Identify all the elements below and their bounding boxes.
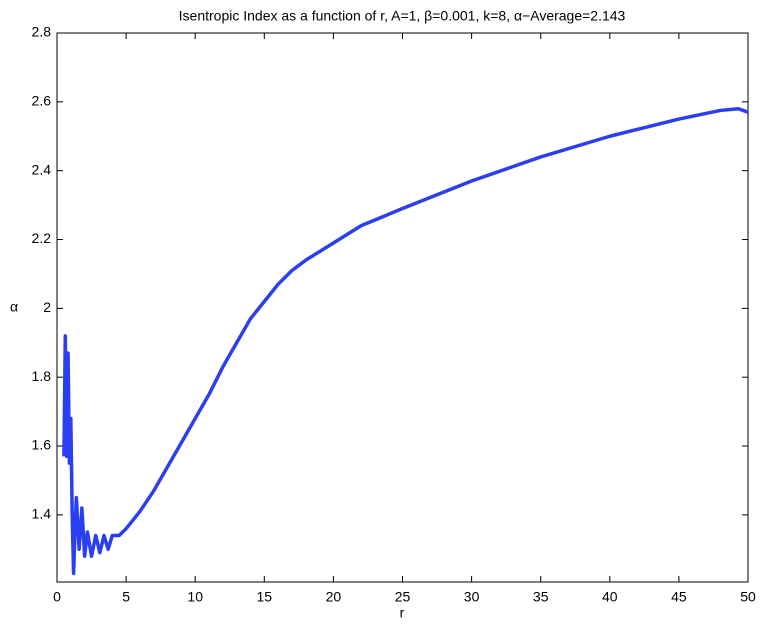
x-tick-label: 40 bbox=[602, 589, 618, 605]
chart-title: Isentropic Index as a function of r, A=1… bbox=[179, 8, 626, 24]
y-axis-label: α bbox=[10, 299, 18, 315]
data-line bbox=[62, 106, 749, 576]
y-tick-label: 2.8 bbox=[32, 24, 52, 40]
y-tick-label: 2.6 bbox=[32, 93, 52, 109]
y-tick-label: 1.4 bbox=[32, 506, 52, 522]
x-tick-label: 20 bbox=[326, 589, 342, 605]
y-tick-label: 2 bbox=[43, 299, 51, 315]
x-tick-label: 15 bbox=[257, 589, 273, 605]
x-tick-label: 25 bbox=[395, 589, 411, 605]
x-tick-label: 45 bbox=[671, 589, 687, 605]
x-tick-label: 10 bbox=[187, 589, 203, 605]
x-tick-label: 0 bbox=[53, 589, 61, 605]
y-tick-label: 1.6 bbox=[32, 437, 52, 453]
y-tick-label: 2.2 bbox=[32, 230, 52, 246]
y-tick-label: 2.4 bbox=[32, 161, 52, 177]
x-tick-label: 35 bbox=[533, 589, 549, 605]
y-tick-label: 1.8 bbox=[32, 368, 52, 384]
x-tick-label: 50 bbox=[740, 589, 756, 605]
x-axis-label: r bbox=[400, 605, 405, 621]
plot-frame bbox=[56, 32, 749, 583]
x-tick-label: 30 bbox=[464, 589, 480, 605]
x-tick-label: 5 bbox=[122, 589, 130, 605]
